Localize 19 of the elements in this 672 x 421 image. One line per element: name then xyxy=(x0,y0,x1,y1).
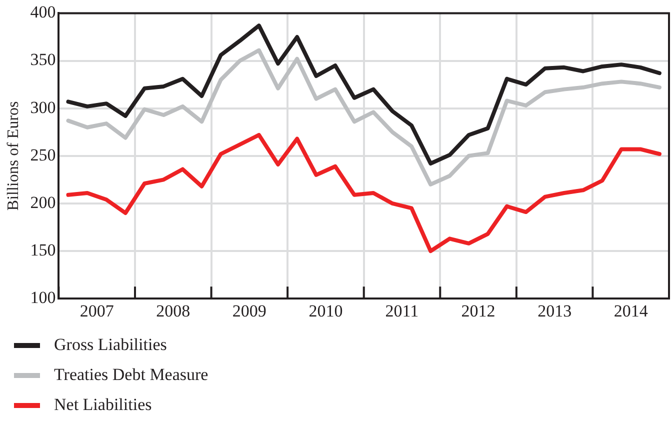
y-tick-label: 300 xyxy=(30,98,56,117)
y-tick-label: 250 xyxy=(30,145,56,164)
x-tick-label: 2007 xyxy=(80,301,114,320)
y-tick-label: 100 xyxy=(30,288,56,308)
legend-label: Gross Liabilities xyxy=(54,335,167,355)
x-tick-label: 2011 xyxy=(385,301,419,320)
x-tick-label: 2010 xyxy=(308,301,343,320)
y-tick-label: 350 xyxy=(30,50,56,70)
x-tick-label: 2009 xyxy=(232,301,266,320)
legend-label: Treaties Debt Measure xyxy=(54,365,208,385)
y-tick-label: 400 xyxy=(30,2,56,22)
y-tick-label: 200 xyxy=(30,192,56,212)
y-axis-title: Billions of Euros xyxy=(4,101,22,211)
y-tick-label: 150 xyxy=(30,240,56,260)
x-tick-label: 2008 xyxy=(156,301,190,320)
x-tick-label: 2013 xyxy=(538,301,572,320)
x-tick-label: 2012 xyxy=(461,301,496,320)
legend-label: Net Liabilities xyxy=(54,395,152,415)
x-tick-label: 2014 xyxy=(614,301,648,320)
